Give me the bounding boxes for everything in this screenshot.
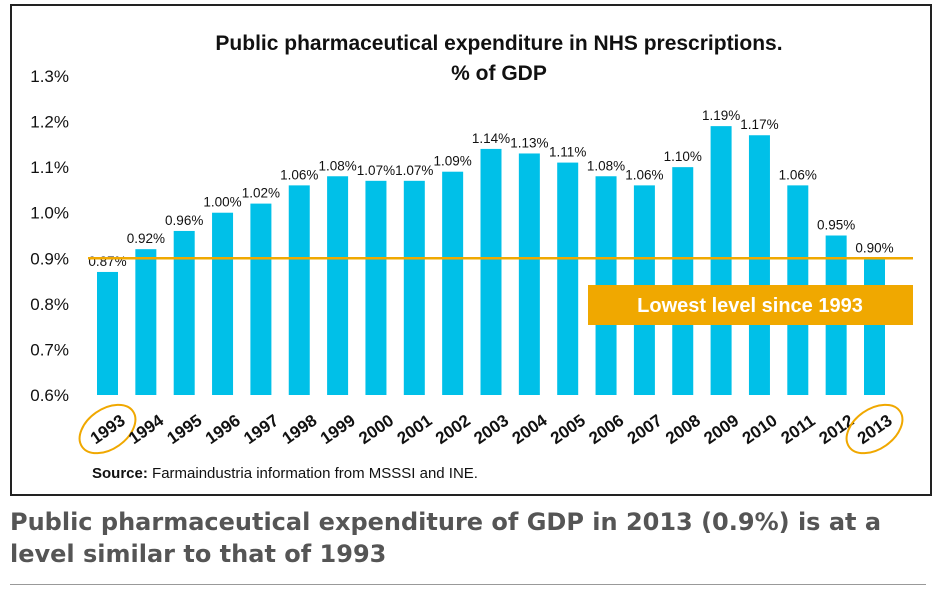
- data-label: 0.90%: [855, 240, 893, 255]
- y-tick-label: 0.7%: [30, 340, 69, 359]
- caption: Public pharmaceutical expenditure of GDP…: [10, 508, 882, 568]
- x-tick-label: 2009: [700, 411, 742, 448]
- bar-1994: [135, 249, 157, 395]
- callout-group: Lowest level since 1993: [588, 285, 913, 325]
- x-tick-label: 2004: [509, 410, 551, 448]
- x-tick-label: 2007: [624, 411, 666, 448]
- data-label: 1.06%: [625, 167, 663, 182]
- data-label: 1.08%: [587, 158, 625, 173]
- bar-2002: [442, 171, 464, 395]
- data-label: 0.92%: [127, 231, 165, 246]
- chart-subtitle: % of GDP: [451, 62, 547, 85]
- bar-2013: [864, 258, 885, 395]
- y-tick-label: 0.8%: [30, 295, 69, 314]
- data-label: 1.06%: [280, 167, 318, 182]
- source-label: Source:: [92, 465, 148, 482]
- chart: Public pharmaceutical expenditure in NHS…: [30, 32, 913, 482]
- bar-2010: [748, 135, 770, 395]
- source-note: Source: Farmaindustria information from …: [92, 465, 478, 482]
- data-label: 1.17%: [740, 117, 778, 132]
- x-tick-label: 1997: [240, 411, 282, 448]
- x-axis: 1993199419951996199719981999200020012002…: [78, 403, 904, 455]
- x-tick-label: 2008: [662, 411, 704, 448]
- data-label: 1.14%: [472, 131, 510, 146]
- bar-2001: [403, 180, 425, 395]
- bar-2003: [480, 148, 502, 395]
- x-tick-label: 2001: [394, 411, 436, 448]
- bar-1996: [212, 212, 234, 395]
- x-tick-label: 2005: [547, 411, 589, 448]
- x-tick-label: 2000: [355, 411, 397, 448]
- y-tick-label: 1.3%: [30, 67, 69, 86]
- data-label: 1.13%: [510, 135, 548, 150]
- data-label: 1.02%: [242, 186, 280, 201]
- data-label: 1.07%: [395, 163, 433, 178]
- highlight-ellipse-1993: [78, 403, 137, 455]
- bar-1999: [327, 176, 349, 395]
- x-tick-label: 1999: [317, 411, 359, 448]
- bars: [97, 126, 885, 395]
- callout-box: [588, 285, 913, 325]
- highlight-ellipse-2013: [845, 403, 904, 455]
- data-label: 1.06%: [779, 167, 817, 182]
- bar-1995: [173, 230, 195, 395]
- caption-divider: [10, 584, 926, 585]
- bar-1997: [250, 203, 272, 395]
- x-tick-label: 2002: [432, 411, 474, 448]
- x-tick-label: 2003: [470, 411, 512, 448]
- x-tick-label: 1998: [279, 411, 321, 448]
- source-text: Farmaindustria information from MSSSI an…: [148, 465, 478, 482]
- y-tick-label: 0.9%: [30, 249, 69, 268]
- chart-frame: Public pharmaceutical expenditure in NHS…: [10, 4, 932, 496]
- x-tick-label: 2010: [739, 411, 781, 448]
- bar-1993: [97, 271, 118, 395]
- bar-2005: [557, 162, 579, 395]
- data-label: 1.07%: [357, 163, 395, 178]
- y-tick-label: 1.2%: [30, 113, 69, 132]
- bar-2004: [518, 153, 540, 395]
- x-tick-label: 1994: [125, 410, 167, 448]
- data-label: 1.19%: [702, 108, 740, 123]
- data-label: 0.95%: [817, 218, 855, 233]
- data-label: 1.10%: [664, 149, 702, 164]
- bar-1998: [288, 185, 310, 395]
- x-tick-label: 1995: [164, 411, 206, 448]
- y-axis: 0.6% 0.7% 0.8% 0.9% 1.0% 1.1% 1.2% 1.3%: [30, 67, 69, 405]
- x-tick-label: 2012: [815, 411, 857, 448]
- chart-title: Public pharmaceutical expenditure in NHS…: [215, 32, 782, 55]
- x-tick-label: 2011: [778, 411, 819, 448]
- data-label: 1.09%: [434, 154, 472, 169]
- bar-2008: [672, 167, 694, 395]
- data-label: 1.11%: [549, 145, 586, 160]
- bar-2000: [365, 180, 387, 395]
- data-label: 0.87%: [88, 254, 126, 269]
- bar-2009: [710, 126, 732, 395]
- data-labels: 0.87%0.92%0.96%1.00%1.02%1.06%1.08% 1.07%…: [88, 108, 893, 269]
- data-label: 1.00%: [203, 195, 241, 210]
- data-label: 0.96%: [165, 213, 203, 228]
- x-tick-label: 1996: [202, 411, 244, 448]
- y-tick-label: 0.6%: [30, 386, 69, 405]
- data-label: 1.08%: [318, 158, 356, 173]
- callout-text: Lowest level since 1993: [637, 295, 863, 317]
- y-tick-label: 1.0%: [30, 204, 69, 223]
- y-tick-label: 1.1%: [30, 158, 69, 177]
- x-tick-label: 2006: [585, 411, 627, 448]
